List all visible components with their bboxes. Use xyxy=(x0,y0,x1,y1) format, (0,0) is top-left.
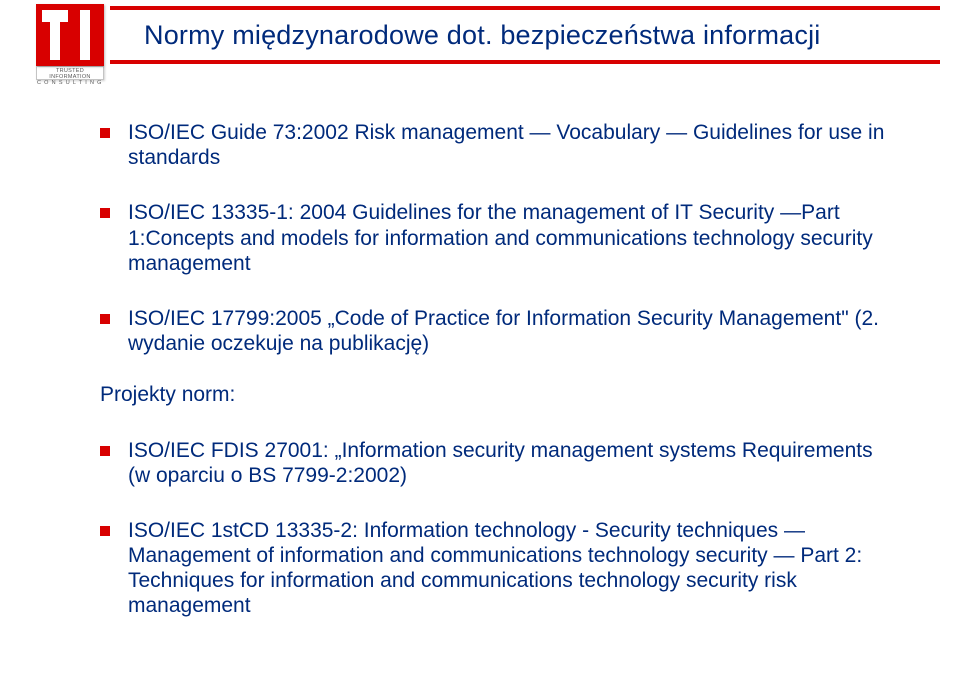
slide-title: Normy międzynarodowe dot. bezpieczeństwa… xyxy=(144,20,821,51)
bullet-item: ISO/IEC 1stCD 13335-2: Information techn… xyxy=(100,518,900,619)
logo-mark xyxy=(36,4,104,66)
section-label: Projekty norm: xyxy=(100,382,900,407)
bullet-text: ISO/IEC 1stCD 13335-2: Information techn… xyxy=(128,519,862,618)
bullet-item: ISO/IEC Guide 73:2002 Risk management — … xyxy=(100,120,900,170)
bullet-text: ISO/IEC Guide 73:2002 Risk management — … xyxy=(128,121,884,169)
brand-logo: TRUSTED INFORMATION CONSULTING xyxy=(36,4,110,80)
bullet-item: ISO/IEC FDIS 27001: „Information securit… xyxy=(100,438,900,488)
logo-line1: TRUSTED INFORMATION xyxy=(49,68,90,80)
logo-subtext: TRUSTED INFORMATION CONSULTING xyxy=(36,66,104,80)
bullet-item: ISO/IEC 17799:2005 „Code of Practice for… xyxy=(100,306,900,356)
slide-header: Normy międzynarodowe dot. bezpieczeństwa… xyxy=(110,6,940,64)
bullet-item: ISO/IEC 13335-1: 2004 Guidelines for the… xyxy=(100,200,900,276)
slide-body: ISO/IEC Guide 73:2002 Risk management — … xyxy=(100,120,900,649)
bullet-text: ISO/IEC FDIS 27001: „Information securit… xyxy=(128,439,873,487)
logo-line2: CONSULTING xyxy=(37,80,103,86)
bullet-text: ISO/IEC 13335-1: 2004 Guidelines for the… xyxy=(128,201,873,274)
bullet-text: ISO/IEC 17799:2005 „Code of Practice for… xyxy=(128,307,879,355)
